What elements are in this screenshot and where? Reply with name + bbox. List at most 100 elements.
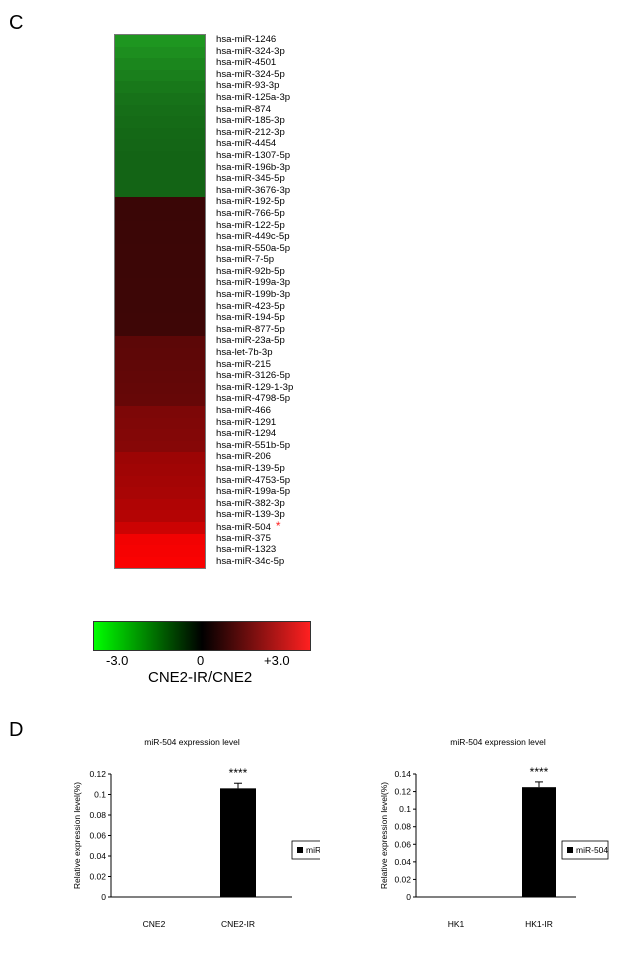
significance-star: * xyxy=(275,518,281,533)
heatmap-row-label: hsa-miR-215 xyxy=(216,359,293,371)
heatmap-cell xyxy=(115,359,205,372)
heatmap-row-label: hsa-miR-129-1-3p xyxy=(216,382,293,394)
mirna-name: hsa-miR-877-5p xyxy=(216,323,285,335)
mirna-name: hsa-miR-199a-5p xyxy=(216,486,291,498)
mirna-name: hsa-miR-194-5p xyxy=(216,312,285,324)
heatmap-cell xyxy=(115,556,205,569)
heatmap-cell xyxy=(115,371,205,383)
mirna-name: hsa-miR-1323 xyxy=(216,544,277,556)
heatmap-row-label: hsa-miR-192-5p xyxy=(216,196,293,208)
mirna-name: hsa-miR-4798-5p xyxy=(216,393,291,405)
mirna-name: hsa-miR-504 xyxy=(216,521,271,533)
mirna-name: hsa-miR-1294 xyxy=(216,428,277,440)
y-tick-label: 0 xyxy=(406,892,411,902)
chart-title: miR-504 expression level xyxy=(450,737,546,747)
mirna-name: hsa-miR-34c-5p xyxy=(216,555,285,567)
y-tick-label: 0.08 xyxy=(89,810,106,820)
x-tick-label: CNE2-IR xyxy=(221,919,255,929)
legend-label: miR-504 xyxy=(306,845,320,855)
y-tick-label: 0.06 xyxy=(89,831,106,841)
mirna-name: hsa-miR-4501 xyxy=(216,57,277,69)
legend-label: miR-504 xyxy=(576,845,608,855)
heatmap-row-label: hsa-miR-874 xyxy=(216,104,293,116)
colorbar-title: CNE2-IR/CNE2 xyxy=(148,669,253,686)
mirna-name: hsa-miR-551b-5p xyxy=(216,439,291,451)
heatmap-cell xyxy=(115,162,205,175)
y-tick-label: 0.02 xyxy=(89,872,106,882)
heatmap-cell xyxy=(115,255,205,267)
bar xyxy=(220,788,256,897)
heatmap-cell xyxy=(115,463,205,476)
heatmap-cell xyxy=(115,324,205,337)
heatmap-cell xyxy=(115,417,205,430)
y-tick-label: 0.06 xyxy=(394,839,411,849)
mirna-name: hsa-miR-3126-5p xyxy=(216,370,291,382)
heatmap-row-label: hsa-miR-1246 xyxy=(216,34,293,46)
heatmap-row-label: hsa-miR-345-5p xyxy=(216,173,293,185)
colorbar xyxy=(93,621,311,651)
y-axis-label: Relative expression level(%) xyxy=(72,782,82,889)
mirna-name: hsa-miR-550a-5p xyxy=(216,242,291,254)
heatmap-cell xyxy=(115,81,205,93)
y-tick-label: 0.08 xyxy=(394,822,411,832)
heatmap-row-label: hsa-miR-1307-5p xyxy=(216,150,293,162)
heatmap-row-label: hsa-miR-212-3p xyxy=(216,127,293,139)
mirna-name: hsa-miR-196b-3p xyxy=(216,161,291,173)
heatmap-cell xyxy=(115,69,205,82)
heatmap-cell xyxy=(115,521,205,534)
y-tick-label: 0 xyxy=(101,892,106,902)
heatmap-row-label: hsa-miR-4798-5p xyxy=(216,393,293,405)
heatmap-cell xyxy=(115,35,205,47)
heatmap-row-label: hsa-miR-1323 xyxy=(216,544,293,556)
heatmap-row-label: hsa-miR-3126-5p xyxy=(216,370,293,382)
mirna-name: hsa-miR-466 xyxy=(216,405,271,416)
heatmap-cell xyxy=(115,336,205,349)
heatmap-cell xyxy=(115,545,205,557)
heatmap-cell xyxy=(115,440,205,453)
mirna-name: hsa-miR-874 xyxy=(216,103,271,115)
heatmap-row-label: hsa-miR-199a-3p xyxy=(216,277,293,289)
heatmap-cell xyxy=(115,150,205,163)
heatmap-row-label: hsa-miR-1294 xyxy=(216,428,293,440)
mirna-name: hsa-miR-139-5p xyxy=(216,462,285,474)
heatmap-cell xyxy=(115,220,205,233)
y-axis-label: Relative expression level(%) xyxy=(379,782,389,889)
mirna-name: hsa-miR-215 xyxy=(216,358,271,370)
heatmap-row-label: hsa-miR-185-3p xyxy=(216,115,293,127)
heatmap-cell xyxy=(115,46,205,59)
heatmap-row-label: hsa-miR-504 * xyxy=(216,518,293,533)
heatmap-cell xyxy=(115,104,205,117)
legend-swatch xyxy=(297,847,303,853)
heatmap-cell xyxy=(115,266,205,279)
heatmap-row-label: hsa-miR-877-5p xyxy=(216,324,293,336)
heatmap-cell xyxy=(115,92,205,105)
y-tick-label: 0.04 xyxy=(89,851,106,861)
heatmap-row-label: hsa-miR-122-5p xyxy=(216,220,293,232)
mirna-name: hsa-miR-185-3p xyxy=(216,115,285,127)
heatmap-row-label: hsa-miR-1291 xyxy=(216,417,293,429)
mirna-name: hsa-miR-23a-5p xyxy=(216,335,285,347)
heatmap-row-label: hsa-miR-206 xyxy=(216,451,293,463)
y-tick-label: 0.1 xyxy=(94,790,106,800)
heatmap-row-label: hsa-miR-4753-5p xyxy=(216,475,293,487)
heatmap-cell xyxy=(115,139,205,151)
heatmap-row-label: hsa-miR-551b-5p xyxy=(216,440,293,452)
mirna-name: hsa-miR-4753-5p xyxy=(216,474,291,486)
mirna-name: hsa-miR-324-3p xyxy=(216,45,285,57)
heatmap xyxy=(114,34,206,570)
heatmap-row-label: hsa-let-7b-3p xyxy=(216,347,293,359)
x-tick-label: HK1 xyxy=(448,919,465,929)
mirna-name: hsa-miR-375 xyxy=(216,532,271,544)
colorbar-tick-min: -3.0 xyxy=(106,653,129,668)
mirna-name: hsa-miR-449c-5p xyxy=(216,231,290,243)
heatmap-cell xyxy=(115,348,205,360)
y-tick-label: 0.14 xyxy=(394,769,411,779)
y-tick-label: 0.1 xyxy=(399,804,411,814)
y-tick-label: 0.04 xyxy=(394,857,411,867)
mirna-name: hsa-miR-206 xyxy=(216,451,271,463)
heatmap-row-label: hsa-miR-382-3p xyxy=(216,498,293,510)
mirna-name: hsa-miR-1307-5p xyxy=(216,149,291,161)
y-tick-label: 0.12 xyxy=(394,787,411,797)
heatmap-cell xyxy=(115,197,205,209)
mirna-name: hsa-miR-1246 xyxy=(216,34,277,45)
